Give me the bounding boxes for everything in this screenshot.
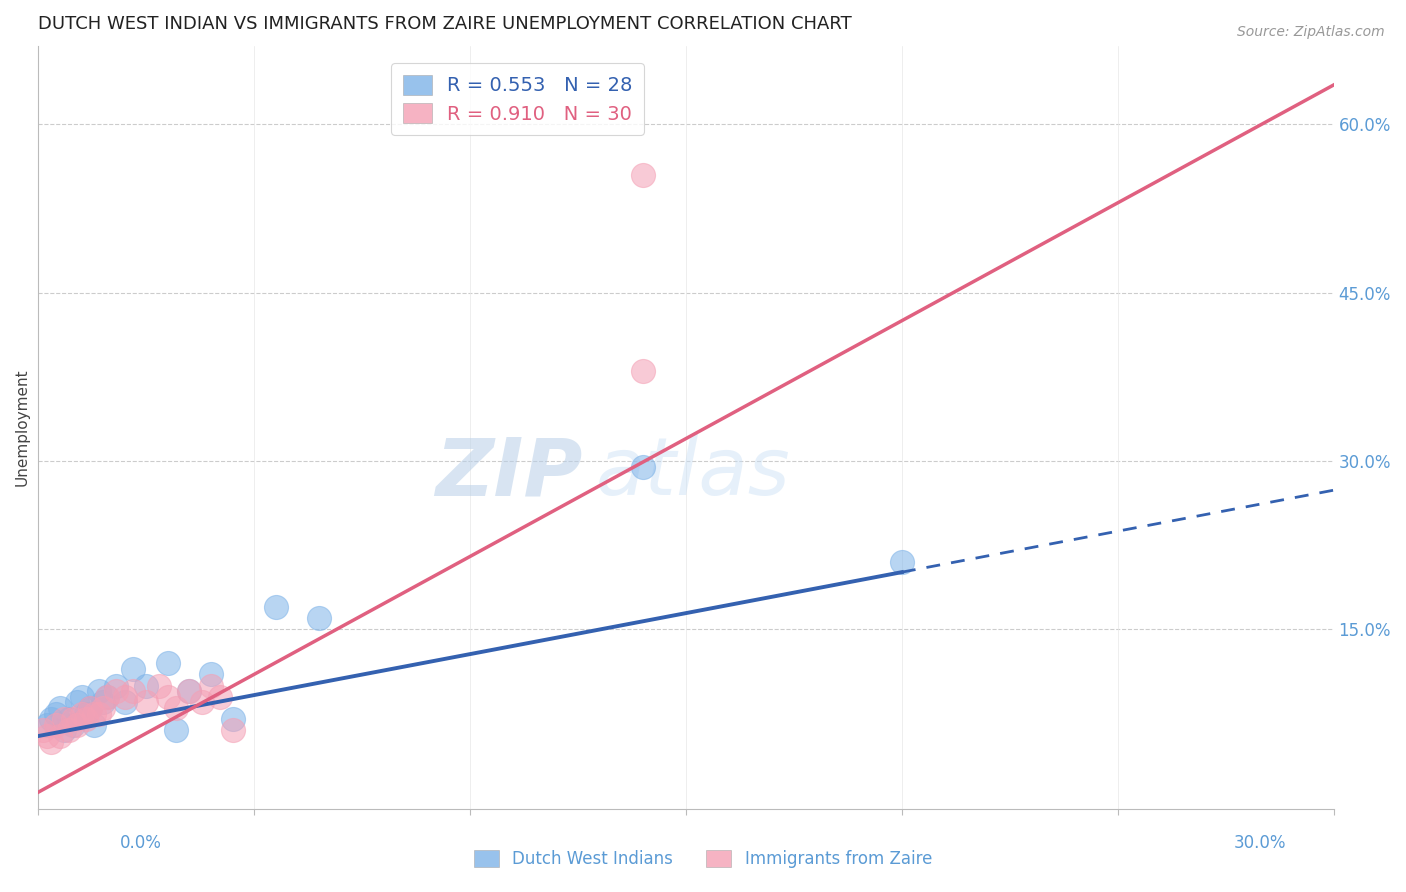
Point: [631, 168, 654, 182]
Point: [75, 712, 97, 726]
Point: [308, 611, 330, 625]
Point: [114, 695, 136, 709]
Point: [96, 690, 118, 704]
Point: [105, 684, 128, 698]
Point: [122, 662, 145, 676]
Point: [122, 684, 145, 698]
Point: [66, 718, 89, 732]
Point: [31, 723, 53, 738]
Point: [105, 679, 128, 693]
Point: [35, 729, 58, 743]
Point: [191, 695, 214, 709]
Point: [179, 684, 201, 698]
Point: [221, 712, 243, 726]
Point: [70, 706, 93, 721]
Point: [49, 729, 72, 743]
Point: [91, 695, 114, 709]
Point: [79, 701, 101, 715]
Point: [53, 723, 76, 738]
Point: [166, 723, 188, 738]
Point: [70, 690, 93, 704]
Point: [91, 701, 114, 715]
Point: [96, 690, 118, 704]
Point: [75, 706, 97, 721]
Point: [890, 555, 912, 569]
Text: Source: ZipAtlas.com: Source: ZipAtlas.com: [1237, 25, 1385, 39]
Point: [156, 690, 179, 704]
Point: [87, 684, 110, 698]
Point: [221, 723, 243, 738]
Point: [631, 364, 654, 378]
Point: [66, 695, 89, 709]
Point: [114, 690, 136, 704]
Point: [83, 706, 105, 721]
Text: ZIP: ZIP: [434, 434, 582, 512]
Point: [53, 712, 76, 726]
Point: [208, 690, 231, 704]
Point: [45, 706, 67, 721]
Point: [79, 701, 101, 715]
Point: [135, 695, 157, 709]
Point: [135, 679, 157, 693]
Point: [179, 684, 201, 698]
Point: [58, 712, 80, 726]
Text: DUTCH WEST INDIAN VS IMMIGRANTS FROM ZAIRE UNEMPLOYMENT CORRELATION CHART: DUTCH WEST INDIAN VS IMMIGRANTS FROM ZAI…: [38, 15, 852, 33]
Point: [200, 679, 222, 693]
Text: 30.0%: 30.0%: [1234, 834, 1286, 852]
Point: [166, 701, 188, 715]
Point: [39, 734, 62, 748]
Point: [156, 656, 179, 670]
Text: atlas: atlas: [595, 434, 790, 512]
Legend: R = 0.553   N = 28, R = 0.910   N = 30: R = 0.553 N = 28, R = 0.910 N = 30: [391, 63, 644, 136]
Point: [62, 718, 84, 732]
Point: [631, 459, 654, 474]
Point: [200, 667, 222, 681]
Point: [264, 599, 287, 614]
Point: [49, 701, 72, 715]
Point: [62, 712, 84, 726]
Point: [83, 718, 105, 732]
Point: [148, 679, 170, 693]
Point: [35, 718, 58, 732]
Point: [87, 706, 110, 721]
Point: [45, 718, 67, 732]
Y-axis label: Unemployment: Unemployment: [15, 368, 30, 486]
Legend: Dutch West Indians, Immigrants from Zaire: Dutch West Indians, Immigrants from Zair…: [467, 843, 939, 875]
Point: [58, 723, 80, 738]
Text: 0.0%: 0.0%: [120, 834, 162, 852]
Point: [39, 712, 62, 726]
